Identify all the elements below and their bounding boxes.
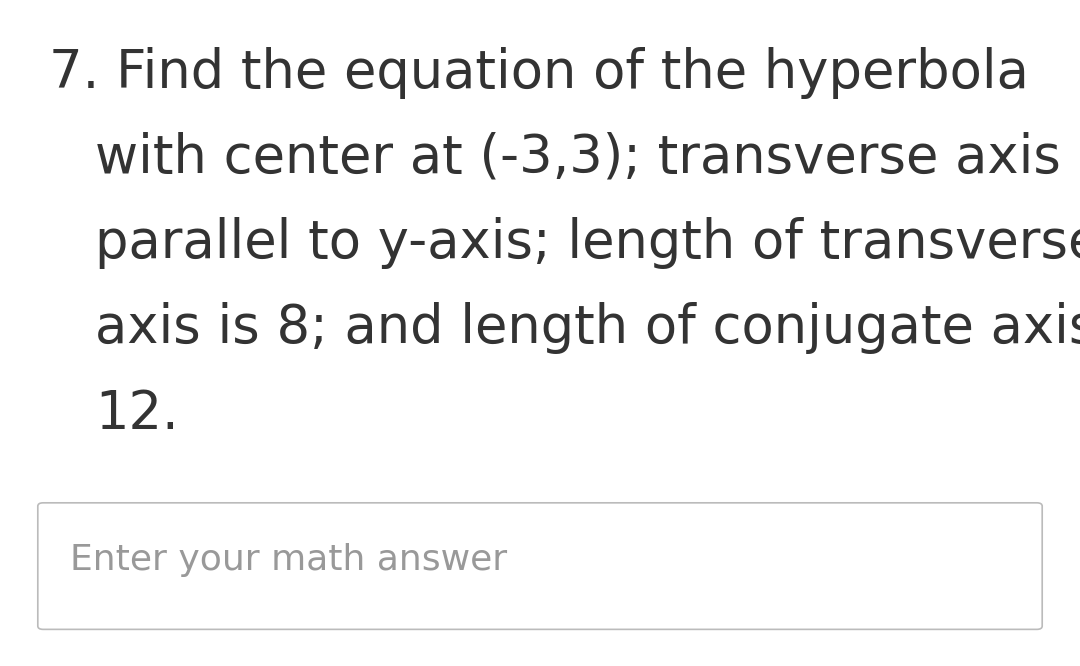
FancyBboxPatch shape: [38, 503, 1042, 629]
Text: with center at (-3,3); transverse axis: with center at (-3,3); transverse axis: [95, 132, 1061, 184]
Text: axis is 8; and length of conjugate axis =: axis is 8; and length of conjugate axis …: [95, 302, 1080, 354]
Text: 12.: 12.: [95, 388, 179, 440]
Text: 7. Find the equation of the hyperbola: 7. Find the equation of the hyperbola: [49, 47, 1028, 99]
Text: parallel to y-axis; length of transverse: parallel to y-axis; length of transverse: [95, 217, 1080, 269]
Text: Enter your math answer: Enter your math answer: [70, 543, 508, 577]
